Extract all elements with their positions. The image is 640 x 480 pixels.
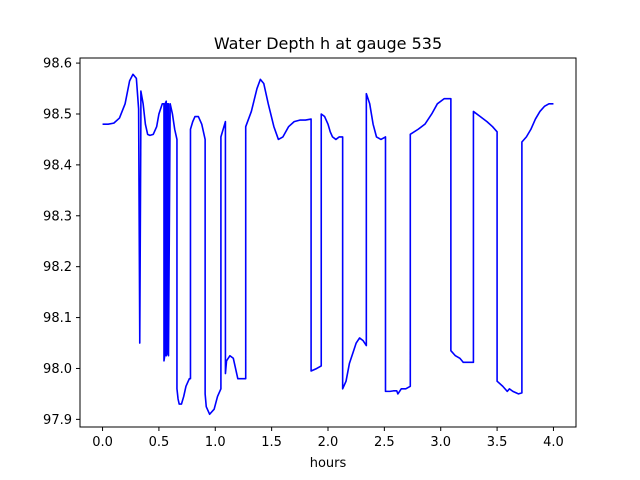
x-tick-label: 1.0 xyxy=(205,435,226,450)
y-tick-label: 98.5 xyxy=(43,107,72,122)
x-tick-label: 0.0 xyxy=(92,435,113,450)
y-tick-label: 98.4 xyxy=(43,158,72,173)
plot-frame xyxy=(79,57,577,428)
x-axis-label: hours xyxy=(310,456,347,471)
series-layer xyxy=(102,73,554,416)
x-tick-label: 2.0 xyxy=(318,435,339,450)
y-tick-label: 97.9 xyxy=(43,413,72,428)
series-line xyxy=(102,73,554,416)
x-axis-ticks: 0.0 0.5 1.0 1.5 2.0 2.5 3.0 3.5 4.0 xyxy=(92,427,564,450)
chart-title: Water Depth h at gauge 535 xyxy=(214,34,442,53)
y-tick-label: 98.0 xyxy=(43,362,72,377)
y-tick-label: 98.6 xyxy=(43,57,72,72)
x-tick-label: 3.0 xyxy=(430,435,451,450)
x-tick-label: 0.5 xyxy=(149,435,170,450)
y-axis-ticks: 97.9 98.0 98.1 98.2 98.3 98.4 98.5 98.6 xyxy=(43,57,80,428)
y-tick-label: 98.2 xyxy=(43,260,72,275)
y-tick-label: 98.1 xyxy=(43,311,72,326)
x-tick-label: 1.5 xyxy=(261,435,282,450)
x-tick-label: 3.5 xyxy=(487,435,508,450)
x-tick-label: 4.0 xyxy=(543,435,564,450)
x-tick-label: 2.5 xyxy=(374,435,395,450)
y-tick-label: 98.3 xyxy=(43,209,72,224)
